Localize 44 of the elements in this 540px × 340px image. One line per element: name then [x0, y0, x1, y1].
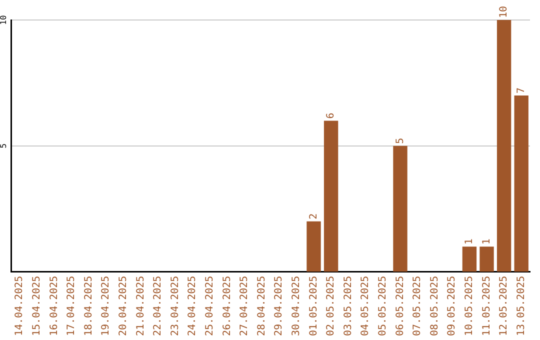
x-tick-label: 03.05.2025: [342, 276, 354, 336]
x-tick-label: 16.04.2025: [48, 276, 60, 336]
x-tick-label: 01.05.2025: [308, 276, 320, 336]
bar: [306, 221, 321, 272]
x-tick-label: 30.04.2025: [291, 276, 302, 336]
x-tick-label: 26.04.2025: [222, 276, 233, 336]
x-tick-label: 20.04.2025: [118, 276, 130, 336]
x-tick-label: 24.04.2025: [187, 276, 198, 336]
x-tick-label: 11.05.2025: [481, 276, 492, 336]
x-tick-label: 14.04.2025: [14, 276, 26, 336]
bar: [480, 246, 494, 272]
x-tick-label: 07.05.2025: [412, 276, 424, 336]
bar: [496, 20, 512, 272]
bar: [514, 96, 528, 272]
data-label: 7: [516, 88, 527, 94]
bar: [393, 146, 408, 272]
x-tick-label: 09.05.2025: [446, 276, 458, 336]
data-label: 2: [308, 213, 320, 220]
x-tick-label: 15.04.2025: [32, 276, 43, 336]
x-tick-label: 08.05.2025: [429, 276, 440, 336]
x-tick-label: 17.04.2025: [66, 276, 78, 336]
data-label: 1: [481, 238, 492, 245]
x-tick-label: 25.04.2025: [204, 276, 216, 336]
x-tick-label: 06.05.2025: [394, 276, 406, 336]
data-label: 1: [464, 238, 476, 245]
x-tick-label: 18.04.2025: [83, 276, 94, 336]
data-label: 6: [326, 112, 337, 119]
x-tick-label: 23.04.2025: [170, 276, 181, 336]
x-tick-label: 05.05.2025: [378, 276, 389, 336]
x-tick-label: 22.04.2025: [152, 276, 164, 336]
x-tick-label: 04.05.2025: [360, 276, 372, 336]
data-label: 5: [394, 138, 406, 144]
x-tick-label: 28.04.2025: [256, 276, 268, 336]
x-tick-label: 13.05.2025: [516, 276, 527, 336]
x-tick-label: 27.04.2025: [239, 276, 250, 336]
bar: [324, 120, 338, 272]
data-label: 10: [498, 6, 510, 18]
x-tick-label: 19.04.2025: [100, 276, 112, 336]
x-tick-label: 02.05.2025: [326, 276, 337, 336]
x-tick-label: 10.05.2025: [464, 276, 476, 336]
x-tick-label: 21.04.2025: [135, 276, 146, 336]
x-tick-label: 29.04.2025: [274, 276, 285, 336]
x-tick-label: 12.05.2025: [498, 276, 510, 336]
bar: [462, 246, 477, 272]
